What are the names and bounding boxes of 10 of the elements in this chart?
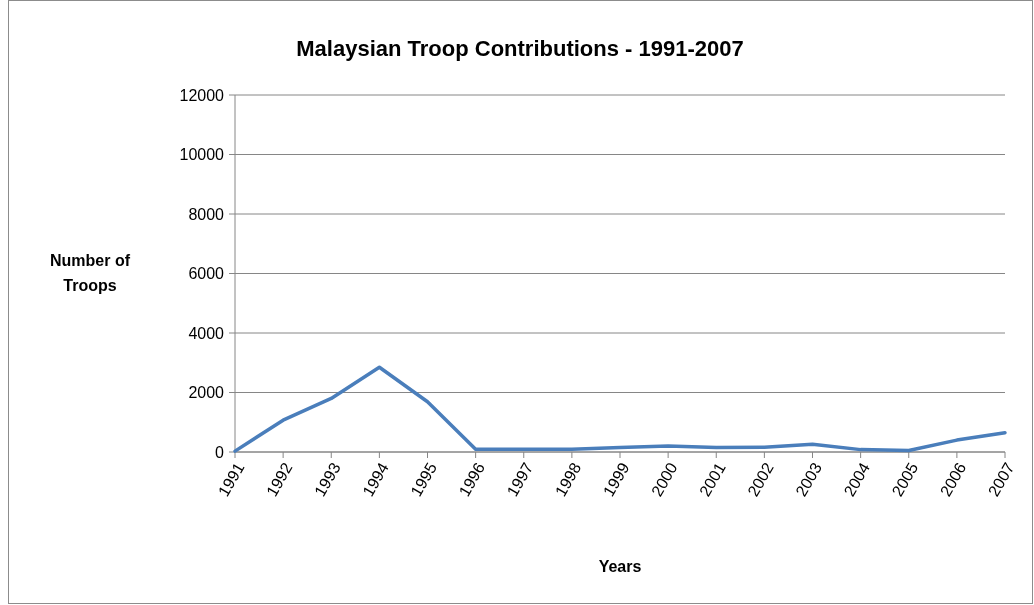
y-tick-label: 12000 — [179, 86, 225, 104]
y-axis-title: Number of Troops — [50, 252, 131, 294]
x-axis-title: Years — [598, 558, 642, 575]
y-tick-label: 6000 — [188, 265, 225, 283]
y-tick-label: 0 — [215, 443, 225, 461]
y-tick-label: 4000 — [188, 324, 225, 342]
y-tick-label: 8000 — [188, 205, 225, 223]
chart-title: Malaysian Troop Contributions - 1991-2007 — [296, 36, 744, 61]
y-tick-label: 10000 — [179, 146, 225, 164]
y-tick-label: 2000 — [188, 384, 225, 402]
